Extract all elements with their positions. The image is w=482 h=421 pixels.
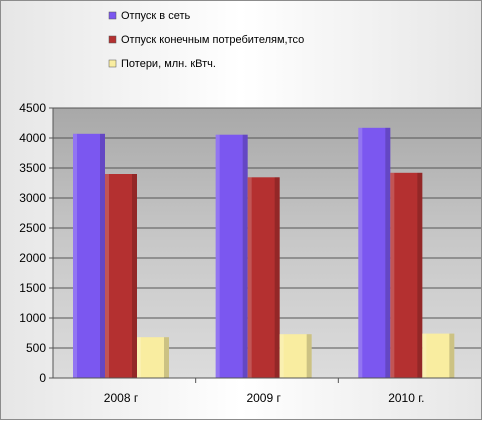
bar [73, 133, 105, 378]
bar-2-1 [105, 174, 137, 378]
y-tick-label: 0 [39, 371, 46, 385]
bar [390, 172, 423, 378]
bar [358, 127, 391, 378]
x-tick-label: 2009 г [246, 391, 281, 405]
bar-shade [242, 134, 248, 378]
bar [247, 177, 280, 378]
bar-1-1 [73, 133, 105, 378]
x-tick-label: 2008 г [104, 391, 139, 405]
legend-label: Отпуск в сеть [121, 10, 190, 22]
y-tick-label: 4000 [19, 131, 46, 145]
bar-highlight [73, 133, 77, 378]
y-tick-label: 3500 [19, 161, 46, 175]
bar-3-1 [137, 337, 169, 378]
bar [105, 174, 137, 378]
y-tick-label: 2500 [19, 221, 46, 235]
bar [422, 333, 455, 378]
y-tick-label: 1000 [19, 311, 46, 325]
bar-shade [449, 333, 455, 378]
bar [215, 134, 248, 378]
bar-highlight [390, 172, 395, 378]
bar-2-3 [390, 172, 423, 378]
bar-shade [132, 174, 137, 378]
legend-label: Потери, млн. кВтч. [121, 58, 216, 70]
y-tick-label: 3000 [19, 191, 46, 205]
bar-shade [417, 172, 423, 378]
bar-shade [385, 127, 391, 378]
bar-highlight [105, 174, 109, 378]
bar-highlight [422, 333, 427, 378]
legend-swatch [108, 59, 117, 68]
x-tick-label: 2010 г. [388, 391, 424, 405]
bar-3-2 [279, 334, 312, 378]
bar-highlight [137, 337, 141, 378]
bar-1-3 [358, 127, 391, 378]
y-tick-label: 1500 [19, 281, 46, 295]
bar-shade [164, 337, 169, 378]
legend-item: Отпуск в сеть [108, 10, 190, 22]
bar-shade [274, 177, 280, 378]
bar-shade [306, 334, 312, 378]
legend-item: Потери, млн. кВтч. [108, 58, 216, 70]
y-tick-label: 500 [26, 341, 46, 355]
bar [279, 334, 312, 378]
legend-label: Отпуск конечным потребителям,тсо [121, 34, 304, 46]
bar-3-3 [422, 333, 455, 378]
bar-highlight [358, 127, 363, 378]
bar [137, 337, 169, 378]
bar-highlight [247, 177, 252, 378]
bar-1-2 [215, 134, 248, 378]
bar-highlight [279, 334, 284, 378]
legend-swatch [108, 11, 117, 20]
y-tick-label: 2000 [19, 251, 46, 265]
bar-2-2 [247, 177, 280, 378]
y-tick-label: 4500 [19, 101, 46, 115]
bar-shade [100, 133, 105, 378]
legend-item: Отпуск конечным потребителям,тсо [108, 34, 304, 46]
bar-highlight [215, 134, 220, 378]
legend-swatch [108, 35, 117, 44]
